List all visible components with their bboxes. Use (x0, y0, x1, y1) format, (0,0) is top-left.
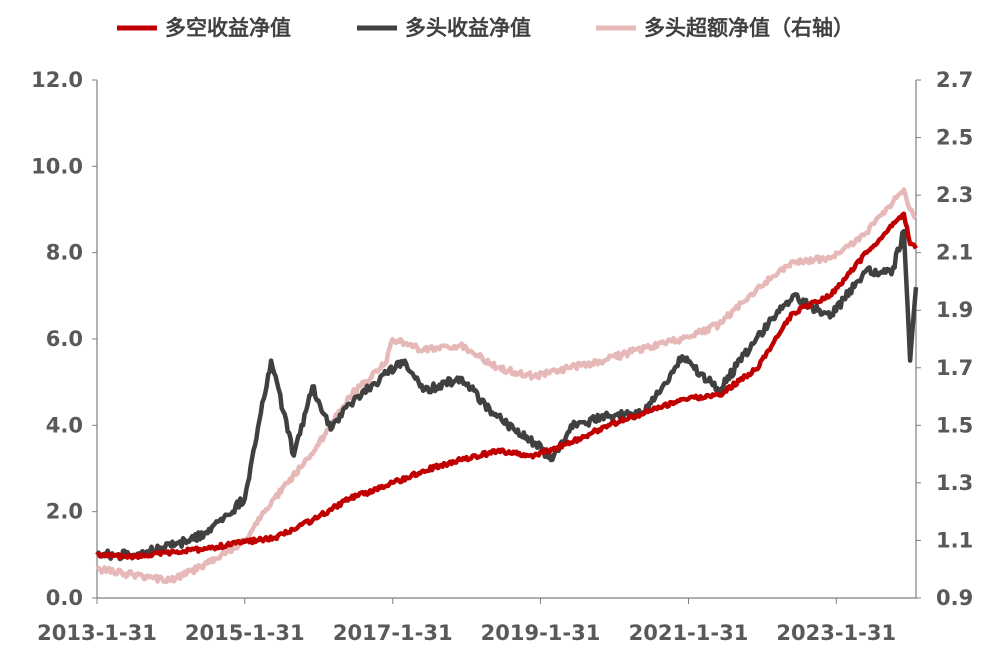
y-left-tick-label: 2.0 (46, 500, 83, 524)
legend-label-2: 多头收益净值 (405, 16, 531, 40)
y-left-tick-label: 10.0 (31, 154, 83, 178)
x-tick-label: 2023-1-31 (776, 621, 896, 645)
legend-label-1: 多空收益净值 (165, 16, 291, 40)
legend-label-3: 多头超额净值（右轴） (644, 16, 854, 40)
y-left-tick-label: 12.0 (31, 68, 83, 92)
y-right-tick-label: 1.5 (936, 413, 973, 437)
y-right-tick-label: 1.7 (936, 356, 973, 380)
y-right-tick-label: 2.7 (936, 68, 973, 92)
x-tick-label: 2017-1-31 (333, 621, 453, 645)
x-tick-label: 2015-1-31 (185, 621, 305, 645)
y-left-tick-label: 8.0 (46, 241, 83, 265)
y-right-tick-label: 1.3 (936, 471, 973, 495)
series-line-3 (95, 187, 917, 585)
y-left-tick-label: 6.0 (46, 327, 83, 351)
chart-lines (95, 187, 919, 585)
x-tick-label: 2021-1-31 (629, 621, 749, 645)
x-tick-label: 2013-1-31 (37, 621, 157, 645)
chart-legend: 多空收益净值 多头收益净值 多头超额净值（右轴） (117, 16, 854, 40)
y-left-tick-label: 0.0 (46, 586, 83, 610)
y-right-tick-label: 0.9 (936, 586, 973, 610)
series-line-1 (95, 211, 918, 561)
y-right-tick-label: 1.9 (936, 298, 973, 322)
y-right-tick-label: 2.1 (936, 241, 973, 265)
y-right-tick-label: 2.5 (936, 126, 973, 150)
y-right-tick-label: 1.1 (936, 528, 973, 552)
y-right-tick-label: 2.3 (936, 183, 973, 207)
chart-axes: 0.0 2.0 4.0 6.0 8.0 10.0 12.0 0.9 1.1 1.3 1.5 1.7 1.… (31, 68, 973, 645)
x-tick-label: 2019-1-31 (481, 621, 601, 645)
series-line-2 (95, 228, 919, 562)
y-left-tick-label: 4.0 (46, 413, 83, 437)
